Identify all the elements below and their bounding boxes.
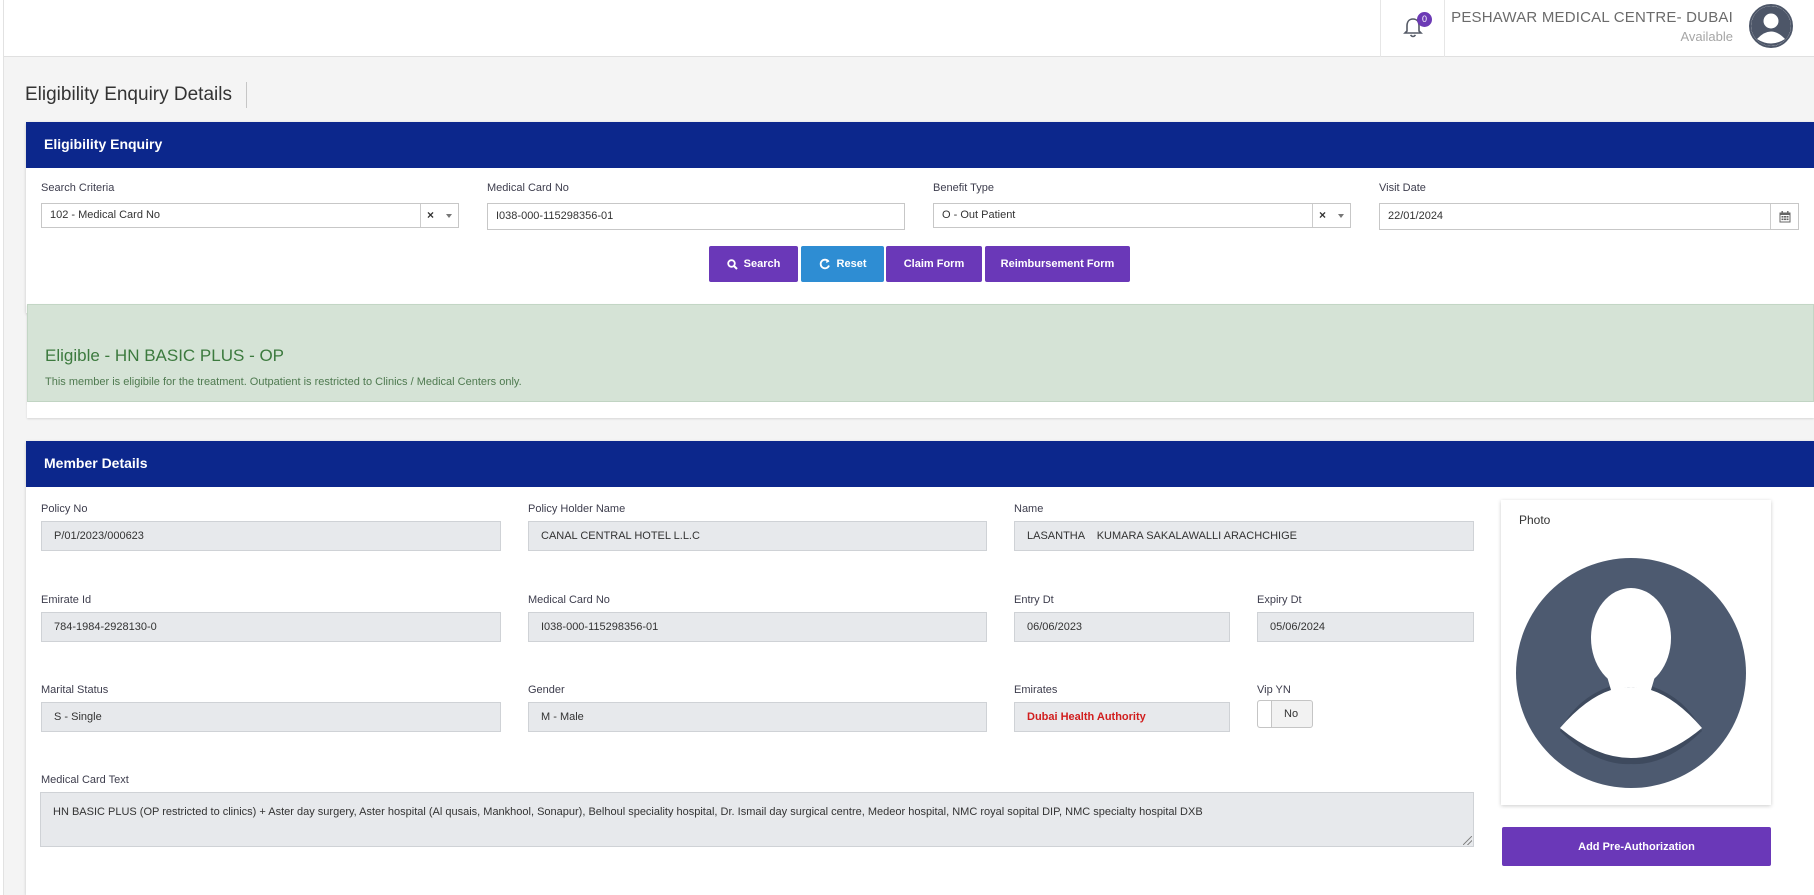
search-criteria-controls: × [420, 204, 458, 227]
search-button[interactable]: Search [709, 246, 798, 282]
add-pre-authorization-button[interactable]: Add Pre-Authorization [1502, 827, 1771, 866]
left-edge [0, 0, 4, 895]
gender-label: Gender [528, 684, 565, 696]
reimbursement-form-button[interactable]: Reimbursement Form [985, 246, 1130, 282]
search-criteria-select[interactable]: 102 - Medical Card No × [41, 203, 459, 228]
search-button-label: Search [743, 258, 781, 270]
benefit-type-value: O - Out Patient [942, 209, 1016, 221]
eligibility-alert-box [27, 304, 1814, 402]
calendar-icon [1779, 210, 1790, 222]
reset-button-label: Reset [836, 258, 867, 270]
expiry-dt-label: Expiry Dt [1257, 594, 1302, 606]
clear-icon[interactable]: × [426, 208, 434, 222]
visit-date-input[interactable]: 22/01/2024 [1379, 203, 1799, 230]
search-icon [726, 258, 738, 270]
top-bar [4, 0, 1814, 57]
member-details-header: Member Details [26, 441, 1814, 487]
marital-status-label: Marital Status [41, 684, 109, 696]
search-criteria-value: 102 - Medical Card No [50, 209, 161, 221]
chevron-down-icon[interactable] [1337, 213, 1344, 218]
entry-dt-field: 06/06/2023 [1014, 612, 1230, 642]
user-icon [1751, 6, 1791, 46]
medical-card-no-label: Medical Card No [487, 182, 569, 194]
benefit-type-controls: × [1312, 204, 1350, 227]
medical-card-no-input[interactable]: I038-000-115298356-01 [487, 203, 905, 230]
medical-card-text-value: HN BASIC PLUS (OP restricted to clinics)… [53, 806, 1203, 818]
expiry-dt-field: 05/06/2024 [1257, 612, 1474, 642]
organization-name: PESHAWAR MEDICAL CENTRE- DUBAI [1451, 9, 1733, 26]
notifications-button[interactable]: 0 [1380, 0, 1445, 57]
benefit-type-select[interactable]: O - Out Patient × [933, 203, 1351, 228]
chevron-down-icon[interactable] [445, 213, 452, 218]
policy-no-field: P/01/2023/000623 [41, 521, 501, 551]
policy-no-label: Policy No [41, 503, 88, 515]
member-card-no-field: I038-000-115298356-01 [528, 612, 987, 642]
member-name-label: Name [1014, 503, 1044, 515]
entry-dt-label: Entry Dt [1014, 594, 1054, 606]
claim-form-button[interactable]: Claim Form [886, 246, 982, 282]
eligibility-enquiry-header: Eligibility Enquiry [26, 122, 1814, 168]
medical-card-text-area[interactable]: HN BASIC PLUS (OP restricted to clinics)… [40, 792, 1474, 847]
vip-toggle-value: No [1284, 708, 1299, 720]
photo-card: Photo [1501, 500, 1771, 805]
emirates-field: Dubai Health Authority [1014, 702, 1230, 732]
refresh-icon [819, 258, 830, 270]
benefit-type-label: Benefit Type [933, 182, 994, 194]
vip-toggle[interactable]: No [1257, 700, 1313, 728]
emirates-label: Emirates [1014, 684, 1058, 696]
medical-card-text-label: Medical Card Text [41, 774, 129, 786]
notification-badge: 0 [1417, 12, 1432, 27]
clear-icon[interactable]: × [1318, 208, 1326, 222]
vip-label: Vip YN [1257, 684, 1291, 696]
marital-status-field: S - Single [41, 702, 501, 732]
page-title: Eligibility Enquiry Details [25, 82, 247, 108]
eligibility-alert-footer [27, 402, 1814, 418]
gender-field: M - Male [528, 702, 987, 732]
vip-toggle-knob [1258, 701, 1272, 727]
member-card-no-label: Medical Card No [528, 594, 610, 606]
member-photo-placeholder-icon [1516, 558, 1746, 788]
reset-button[interactable]: Reset [801, 246, 884, 282]
calendar-button[interactable] [1770, 204, 1798, 229]
emirate-id-field: 784-1984-2928130-0 [41, 612, 501, 642]
eligibility-message: This member is eligibile for the treatme… [45, 376, 522, 388]
photo-label: Photo [1519, 513, 1551, 527]
member-name-field: LASANTHA KUMARA SAKALAWALLI ARACHCHIGE [1014, 521, 1474, 551]
visit-date-label: Visit Date [1379, 182, 1426, 194]
user-avatar[interactable] [1749, 4, 1793, 48]
user-status: Available [1680, 29, 1733, 44]
policy-holder-field: CANAL CENTRAL HOTEL L.L.C [528, 521, 987, 551]
search-criteria-label: Search Criteria [41, 182, 115, 194]
eligibility-status: Eligible - HN BASIC PLUS - OP [45, 346, 285, 365]
policy-holder-label: Policy Holder Name [528, 503, 626, 515]
visit-date-value: 22/01/2024 [1388, 210, 1444, 222]
resize-grip-icon[interactable] [1463, 836, 1472, 845]
bell-icon [1403, 18, 1423, 38]
emirate-id-label: Emirate Id [41, 594, 92, 606]
